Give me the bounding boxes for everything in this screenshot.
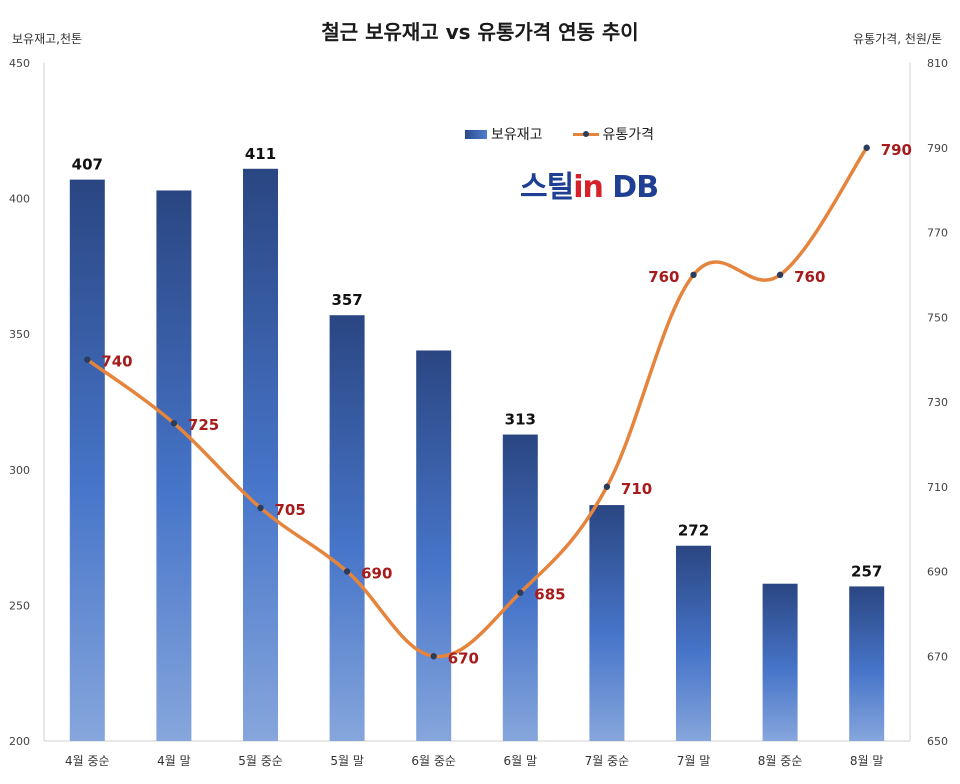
price-value-label: 760 [794, 268, 825, 286]
y-right-tick-label: 790 [927, 142, 948, 155]
legend-label-price: 유통가격 [602, 127, 655, 143]
price-value-label: 790 [881, 141, 912, 159]
price-value-label: 725 [188, 416, 219, 434]
y-left-tick-label: 450 [9, 57, 30, 70]
y-left-tick-label: 200 [9, 735, 30, 748]
bar [156, 190, 192, 742]
price-point [170, 419, 178, 427]
y-right-tick-label: 690 [927, 566, 948, 579]
y-right-tick-label: 730 [927, 396, 948, 409]
x-tick-label: 7월 중순 [585, 754, 630, 768]
bar-value-label: 257 [851, 562, 882, 580]
x-tick-label: 7월 말 [677, 754, 711, 768]
legend-label-inventory: 보유재고 [491, 127, 543, 143]
price-value-label: 685 [534, 586, 565, 604]
logo: 스틸in DB [520, 170, 659, 205]
bar [243, 168, 278, 741]
price-value-label: 710 [621, 480, 652, 498]
bar [329, 315, 365, 741]
bar [849, 586, 885, 741]
legend-bar-swatch [465, 129, 487, 139]
y-left-tick-label: 400 [9, 193, 30, 206]
bar [502, 434, 538, 741]
y-right-tick-label: 670 [927, 650, 948, 663]
bar [589, 505, 625, 741]
x-tick-label: 6월 말 [504, 754, 538, 768]
price-value-label: 690 [361, 565, 392, 583]
bar-value-label: 357 [331, 291, 362, 309]
y-left-tick-label: 350 [9, 328, 30, 341]
y-right-tick-label: 650 [927, 735, 948, 748]
price-point [776, 271, 784, 279]
legend-item-price: 유통가격 [572, 124, 655, 144]
legend-item-inventory: 보유재고 [465, 124, 543, 144]
price-point [343, 568, 351, 575]
bar-value-label: 407 [72, 156, 103, 174]
bar [762, 583, 798, 741]
price-point [257, 504, 264, 512]
bar [676, 545, 711, 741]
bar-value-label: 313 [505, 411, 536, 429]
y-left-tick-label: 300 [9, 464, 30, 477]
bar [69, 179, 105, 742]
price-point [517, 589, 524, 596]
price-value-label: 705 [275, 501, 306, 519]
y-right-tick-label: 710 [927, 481, 948, 494]
x-tick-label: 8월 말 [850, 754, 884, 768]
price-point [690, 271, 697, 279]
x-tick-label: 8월 중순 [758, 754, 803, 768]
legend-line-swatch [572, 130, 599, 137]
x-tick-label: 4월 말 [157, 754, 191, 768]
y-right-tick-label: 810 [927, 57, 948, 70]
y-right-tick-label: 750 [927, 311, 948, 324]
bar [416, 350, 452, 741]
price-point [603, 483, 611, 490]
y-left-tick-label: 250 [9, 599, 30, 612]
y-axis-left-title: 보유재고,천톤 [12, 32, 83, 46]
x-tick-label: 5월 말 [330, 754, 364, 768]
x-tick-label: 5월 중순 [238, 754, 283, 768]
price-point [863, 144, 870, 151]
price-value-label: 670 [448, 649, 479, 667]
x-tick-label: 6월 중순 [411, 754, 456, 768]
bar-value-label: 411 [245, 145, 276, 163]
legend: 보유재고 유통가격 [465, 124, 654, 144]
price-line [85, 146, 869, 659]
chart-title: 철근 보유재고 vs 유통가격 연동 추이 [321, 20, 639, 44]
bar-value-label: 272 [678, 522, 709, 540]
price-point [84, 356, 91, 363]
price-point [430, 653, 437, 660]
x-tick-label: 4월 중순 [65, 754, 110, 768]
y-axis-right-title: 유통가격, 천원/톤 [853, 32, 942, 46]
price-value-label: 760 [648, 268, 679, 286]
price-value-label: 740 [101, 353, 132, 371]
y-right-tick-label: 770 [927, 227, 948, 240]
